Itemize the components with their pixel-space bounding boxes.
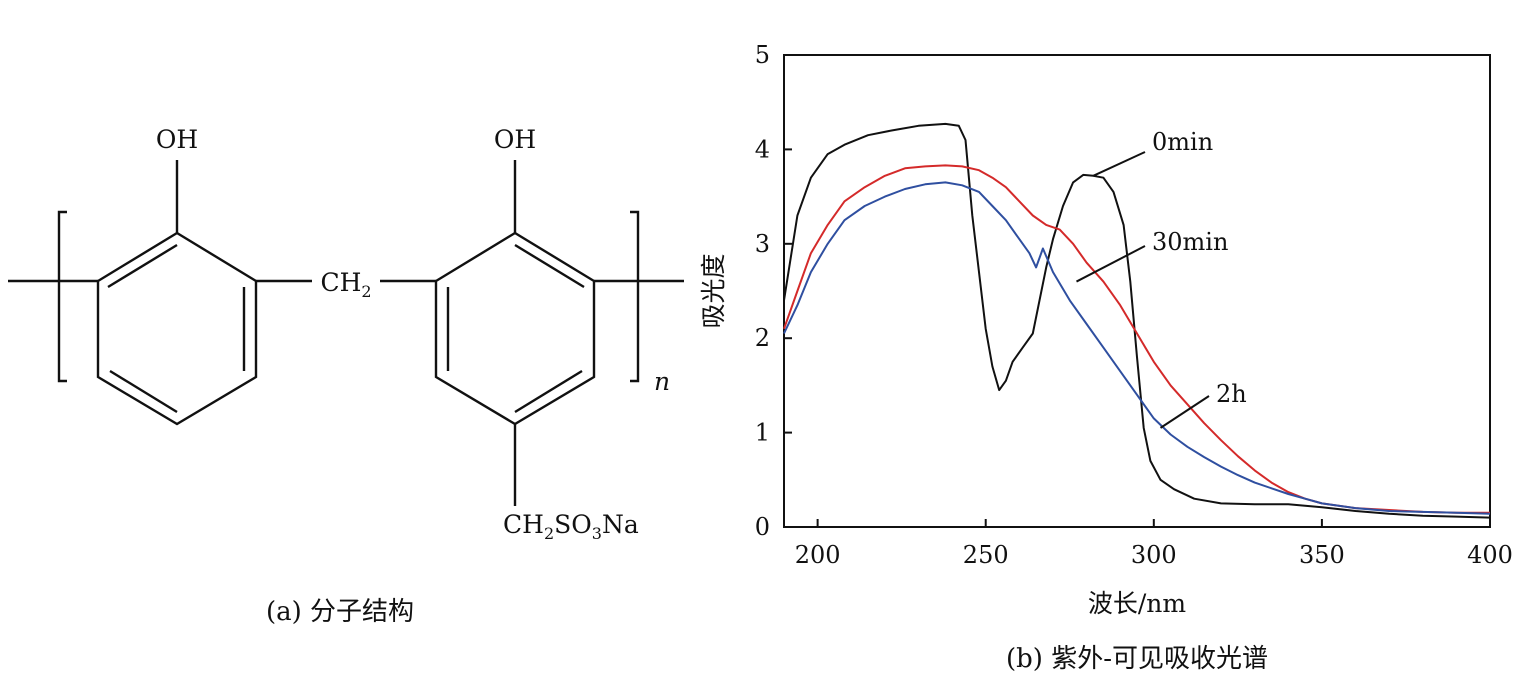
series-line-2h: [783, 181, 1491, 515]
x-axis-ticks: 200 250 300 350 400: [795, 519, 1513, 569]
y-tick-label: 5: [755, 41, 770, 69]
y-axis-label: 吸光度: [699, 253, 728, 328]
ring-right-double-bond-3: [514, 369, 583, 414]
ch2-label-main: CH: [320, 268, 361, 297]
annotation-layer: 0min 30min 2h: [1076, 128, 1247, 429]
annotation-label: 30min: [1152, 228, 1228, 256]
x-axis-label: 波长/nm: [1088, 589, 1187, 618]
side-group-sub: 3: [592, 524, 602, 543]
series-line-30min: [783, 164, 1490, 514]
benzene-ring-left: [96, 231, 258, 426]
annotation-leader: [1159, 395, 1210, 429]
molecule-structure: [8, 160, 684, 506]
chart-caption: (b) 紫外-可见吸收光谱: [1006, 644, 1268, 674]
side-group-part: Na: [602, 510, 639, 539]
y-tick-label: 1: [755, 419, 770, 447]
x-tick-label: 300: [1131, 541, 1177, 569]
molecule-labels: OH OH CH2 CH2SO3Na n (a) 分子结构: [156, 125, 670, 627]
x-tick-label: 350: [1299, 541, 1345, 569]
y-tick-label: 0: [755, 513, 770, 541]
ch2-label: CH2: [320, 268, 371, 301]
ring-left-double-bond-1: [107, 243, 178, 289]
oh-label-left: OH: [156, 125, 198, 154]
repeat-n-label: n: [654, 367, 670, 396]
spectrum-chart: 200 250 300 350 400 0 1 2 3 4 5 0min 30min 2h 波长/nm…: [699, 41, 1513, 674]
side-group-part: CH: [503, 510, 544, 539]
y-tick-label: 3: [755, 230, 770, 258]
x-tick-label: 200: [795, 541, 841, 569]
annotation-leader: [1092, 151, 1146, 177]
y-tick-label: 2: [755, 324, 770, 352]
side-group-part: SO: [554, 510, 592, 539]
molecule-caption: (a) 分子结构: [266, 597, 414, 627]
ring-right-double-bond-1: [514, 243, 585, 289]
plot-frame: [783, 54, 1491, 528]
annotation-label: 2h: [1216, 380, 1247, 408]
annotation-leader: [1076, 245, 1146, 283]
bracket-right: [630, 210, 640, 383]
y-axis-ticks: 0 1 2 3 4 5: [755, 41, 792, 541]
side-group-label: CH2SO3Na: [503, 510, 639, 543]
y-tick-label: 4: [755, 135, 770, 163]
series-line-0min: [783, 122, 1491, 519]
x-tick-label: 250: [963, 541, 1009, 569]
ch2-label-sub: 2: [361, 282, 371, 301]
oh-label-right: OH: [494, 125, 536, 154]
series-layer: [783, 122, 1491, 519]
bracket-left: [57, 210, 67, 383]
x-tick-label: 400: [1467, 541, 1513, 569]
benzene-ring-right: [434, 231, 596, 426]
side-group-sub: 2: [544, 524, 554, 543]
annotation-label: 0min: [1152, 128, 1213, 156]
ring-left-double-bond-3: [109, 369, 178, 414]
